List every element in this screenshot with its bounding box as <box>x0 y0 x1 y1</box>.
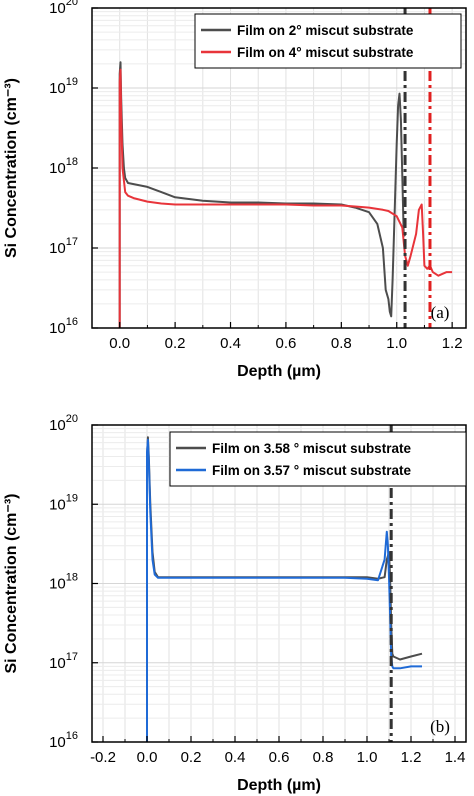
x-tick-label: 0.4 <box>225 749 246 766</box>
x-tick-label: 1.0 <box>386 335 407 352</box>
series-line-2 <box>118 68 453 328</box>
legend-box <box>194 13 462 69</box>
plot-area <box>118 8 453 328</box>
x-tick-label: 0.6 <box>275 335 296 352</box>
x-tick-label: 0.2 <box>165 335 186 352</box>
x-tick-label: 0.4 <box>220 335 241 352</box>
y-tick-label: 1020 <box>49 413 78 434</box>
y-tick-label: 1020 <box>49 0 78 17</box>
legend-box <box>169 431 467 487</box>
x-tick-label: 0.0 <box>109 335 130 352</box>
panel-label: (a) <box>431 303 450 322</box>
panel-label: (b) <box>430 717 450 736</box>
x-tick-label: 1.0 <box>357 749 378 766</box>
x-tick-label: 1.4 <box>445 749 466 766</box>
y-axis-label: Si Concentration (cm⁻³) <box>3 493 20 673</box>
x-axis-label: Depth (µm) <box>237 363 321 380</box>
series-line-1 <box>118 61 406 328</box>
plot-area <box>146 425 423 742</box>
chart-panel-1: 0.0 0.2 0.4 0.6 0.8 1.0 1.2 1016 1017 1018 1019 102… <box>3 0 467 380</box>
y-tick-label: 1019 <box>49 492 78 513</box>
y-tick-label: 1018 <box>49 572 78 593</box>
x-tick-label: 1.2 <box>401 749 422 766</box>
y-tick-label: 1019 <box>49 76 78 97</box>
x-tick-label: 0.2 <box>181 749 202 766</box>
y-tick-label: 1017 <box>49 236 78 257</box>
chart-panel-2: -0.2 0.0 0.2 0.4 0.6 0.8 1.0 1.2 1.4 1016 1017 1018… <box>3 413 467 794</box>
y-tick-label: 1018 <box>49 156 78 177</box>
y-tick-label: 1016 <box>49 730 78 751</box>
x-tick-label: 0.8 <box>313 749 334 766</box>
x-tick-label: 1.2 <box>442 335 463 352</box>
x-tick-label: 0.6 <box>269 749 290 766</box>
y-tick-label: 1017 <box>49 651 78 672</box>
x-tick-label: 0.8 <box>331 335 352 352</box>
legend-label-1: Film on 2° miscut substrate <box>237 23 414 38</box>
legend: Film on 2° miscut substrate Film on 4° mi… <box>194 13 462 69</box>
legend-label-2: Film on 3.57 ° miscut substrate <box>212 463 411 478</box>
x-axis-label: Depth (µm) <box>237 777 321 794</box>
y-axis-label: Si Concentration (cm⁻³) <box>3 78 20 258</box>
legend-label-1: Film on 3.58 ° miscut substrate <box>212 441 411 456</box>
legend-label-2: Film on 4° miscut substrate <box>237 45 414 60</box>
x-tick-label: -0.2 <box>90 749 116 766</box>
y-tick-label: 1016 <box>49 316 78 337</box>
legend: Film on 3.58 ° miscut substrate Film on 3… <box>169 431 467 487</box>
x-tick-label: 0.0 <box>137 749 158 766</box>
